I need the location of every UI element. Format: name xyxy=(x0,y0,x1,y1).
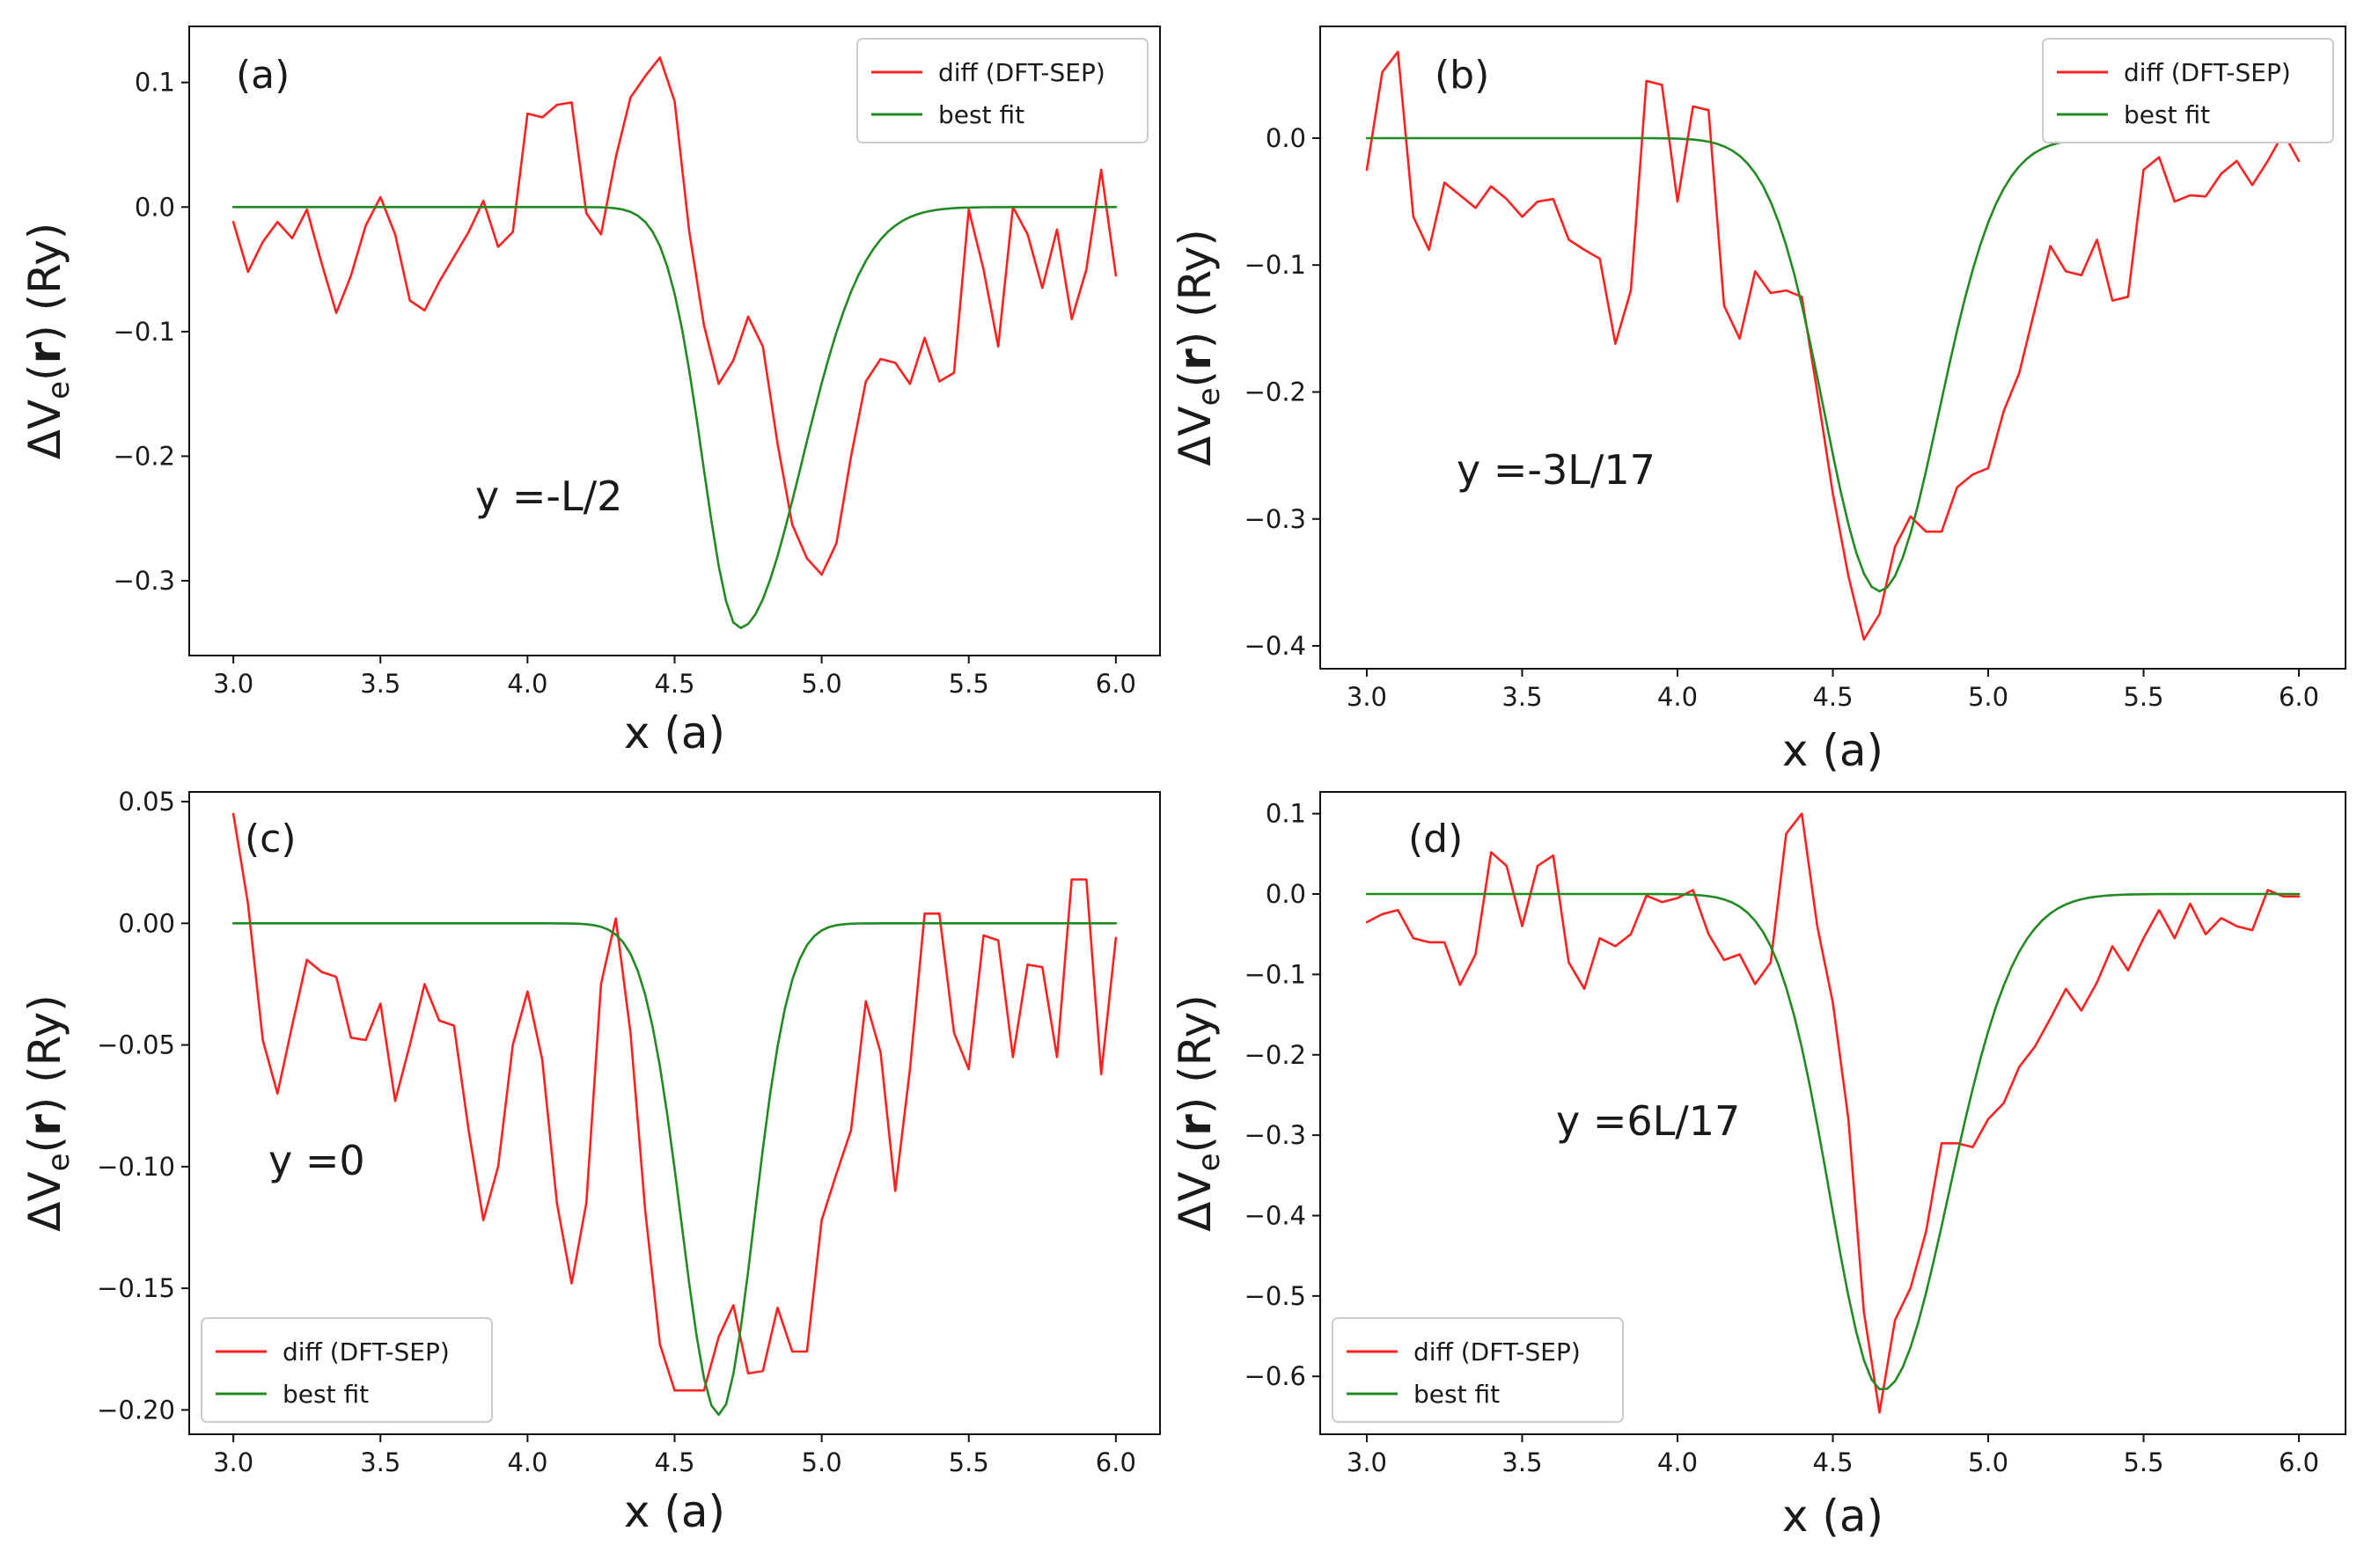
y-tick-label: −0.1 xyxy=(1244,959,1306,989)
y-tick-label: −0.2 xyxy=(1244,1040,1306,1070)
panel-label: (d) xyxy=(1408,817,1463,861)
x-axis-label: x (a) xyxy=(624,1486,725,1537)
x-tick-label: 5.0 xyxy=(1968,1447,2008,1477)
x-tick-label: 5.5 xyxy=(2123,682,2163,712)
position-annotation: y =-L/2 xyxy=(475,473,622,520)
legend-label-diff: diff (DFT-SEP) xyxy=(2124,58,2291,87)
legend-label-best-fit: best fit xyxy=(938,100,1024,129)
x-tick-label: 6.0 xyxy=(2279,682,2319,712)
chart-panel-a: 3.0 3.5 4.0 4.5 5.0 5.5 6.0 0.1 0.0 −0.1 −0.2 −0.3 x… xyxy=(19,26,1161,758)
series-diff-line xyxy=(1365,812,2301,1414)
position-annotation: y =6L/17 xyxy=(1556,1097,1740,1145)
y-tick-label: −0.3 xyxy=(1244,504,1306,534)
position-annotation: y =0 xyxy=(268,1137,365,1184)
legend-box xyxy=(201,1317,493,1423)
y-tick-label: −0.5 xyxy=(1244,1281,1306,1311)
x-tick-label: 4.5 xyxy=(1812,682,1853,712)
y-axis-label: ΔVe(r) (Ry) xyxy=(19,994,77,1232)
series-best-fit-line xyxy=(1365,892,2301,1391)
x-tick-label: 4.5 xyxy=(654,669,694,699)
x-tick-label: 4.5 xyxy=(654,1447,694,1477)
y-tick-label: −0.10 xyxy=(97,1152,175,1182)
x-tick-label: 4.5 xyxy=(1812,1447,1853,1477)
x-tick-label: 5.5 xyxy=(949,669,989,699)
panel-label: (a) xyxy=(236,53,290,98)
legend: diff (DFT-SEP) best fit xyxy=(201,1317,493,1423)
x-tick-label: 5.0 xyxy=(802,1447,842,1477)
chart-panel-b: 3.0 3.5 4.0 4.5 5.0 5.5 6.0 0.0 −0.1 −0.2 −0.3 −0.4… xyxy=(1170,26,2346,776)
series-best-fit-line xyxy=(231,922,1118,1417)
series-diff-line xyxy=(1365,50,2301,641)
chart-panel-c: 3.0 3.5 4.0 4.5 5.0 5.5 6.0 0.05 0.00 −0.05 −0.10 −… xyxy=(19,787,1161,1537)
x-tick-label: 6.0 xyxy=(1096,1447,1136,1477)
x-tick-label: 6.0 xyxy=(1096,669,1136,699)
y-tick-label: −0.3 xyxy=(114,566,175,596)
y-tick-label: −0.2 xyxy=(1244,377,1306,407)
y-tick-label: 0.05 xyxy=(118,787,175,817)
y-axis-label: ΔVe(r) (Ry) xyxy=(1170,994,1227,1232)
legend: diff (DFT-SEP) best fit xyxy=(2042,38,2334,143)
x-tick-label: 3.0 xyxy=(213,669,253,699)
y-tick-label: 0.00 xyxy=(118,908,175,938)
y-tick-label: −0.2 xyxy=(114,441,175,471)
series-best-fit-line xyxy=(1365,136,2301,593)
x-axis-label: x (a) xyxy=(1782,725,1883,776)
y-tick-label: −0.4 xyxy=(1244,631,1306,661)
x-tick-label: 3.5 xyxy=(1501,1447,1542,1477)
x-tick-label: 5.0 xyxy=(1968,682,2008,712)
legend-box xyxy=(856,38,1149,143)
x-tick-label: 5.5 xyxy=(2123,1447,2163,1477)
panel-label: (b) xyxy=(1435,53,1489,98)
y-tick-label: 0.1 xyxy=(1266,799,1306,829)
x-tick-label: 3.5 xyxy=(360,1447,400,1477)
y-tick-label: 0.0 xyxy=(1266,879,1306,909)
x-axis-label: x (a) xyxy=(1782,1491,1883,1542)
legend-label-diff: diff (DFT-SEP) xyxy=(283,1337,450,1367)
legend-label-diff: diff (DFT-SEP) xyxy=(1413,1337,1581,1367)
legend-label-diff: diff (DFT-SEP) xyxy=(938,58,1105,87)
legend-box xyxy=(2042,38,2334,143)
y-axis-label: ΔVe(r) (Ry) xyxy=(1170,229,1227,466)
y-tick-label: 0.1 xyxy=(135,68,175,98)
series-diff-line xyxy=(231,812,1118,1392)
legend: diff (DFT-SEP) best fit xyxy=(1332,1317,1624,1423)
series-diff-line xyxy=(231,56,1118,576)
series-best-fit-line xyxy=(231,206,1118,630)
x-tick-label: 4.0 xyxy=(507,669,547,699)
y-tick-label: 0.0 xyxy=(135,192,175,222)
legend-box xyxy=(1332,1317,1624,1423)
y-tick-label: −0.05 xyxy=(97,1030,175,1060)
x-tick-label: 6.0 xyxy=(2279,1447,2319,1477)
y-tick-label: −0.6 xyxy=(1244,1361,1306,1391)
y-tick-label: −0.15 xyxy=(97,1273,175,1303)
x-tick-label: 3.0 xyxy=(213,1447,253,1477)
y-tick-label: 0.0 xyxy=(1266,123,1306,153)
legend-label-best-fit: best fit xyxy=(1413,1380,1500,1409)
legend: diff (DFT-SEP) best fit xyxy=(856,38,1149,143)
panel-label: (c) xyxy=(245,817,297,861)
x-tick-label: 5.0 xyxy=(802,669,842,699)
y-tick-label: −0.20 xyxy=(97,1395,175,1425)
x-tick-label: 4.0 xyxy=(507,1447,547,1477)
position-annotation: y =-3L/17 xyxy=(1457,446,1656,494)
x-tick-label: 3.5 xyxy=(360,669,400,699)
legend-label-best-fit: best fit xyxy=(283,1380,369,1409)
chart-panel-d: 3.0 3.5 4.0 4.5 5.0 5.5 6.0 0.1 0.0 −0.1 −0.2 −0.3 −… xyxy=(1170,791,2346,1542)
x-tick-label: 3.5 xyxy=(1501,682,1542,712)
x-tick-label: 3.0 xyxy=(1347,682,1387,712)
y-tick-label: −0.3 xyxy=(1244,1120,1306,1150)
y-tick-label: −0.1 xyxy=(1244,250,1306,280)
x-axis-label: x (a) xyxy=(624,707,725,758)
x-tick-label: 5.5 xyxy=(949,1447,989,1477)
y-axis-label: ΔVe(r) (Ry) xyxy=(19,223,77,460)
x-tick-label: 4.0 xyxy=(1657,682,1698,712)
legend-label-best-fit: best fit xyxy=(2124,100,2210,129)
y-tick-label: −0.1 xyxy=(114,317,175,347)
y-tick-label: −0.4 xyxy=(1244,1200,1306,1230)
x-tick-label: 3.0 xyxy=(1347,1447,1387,1477)
x-tick-label: 4.0 xyxy=(1657,1447,1698,1477)
